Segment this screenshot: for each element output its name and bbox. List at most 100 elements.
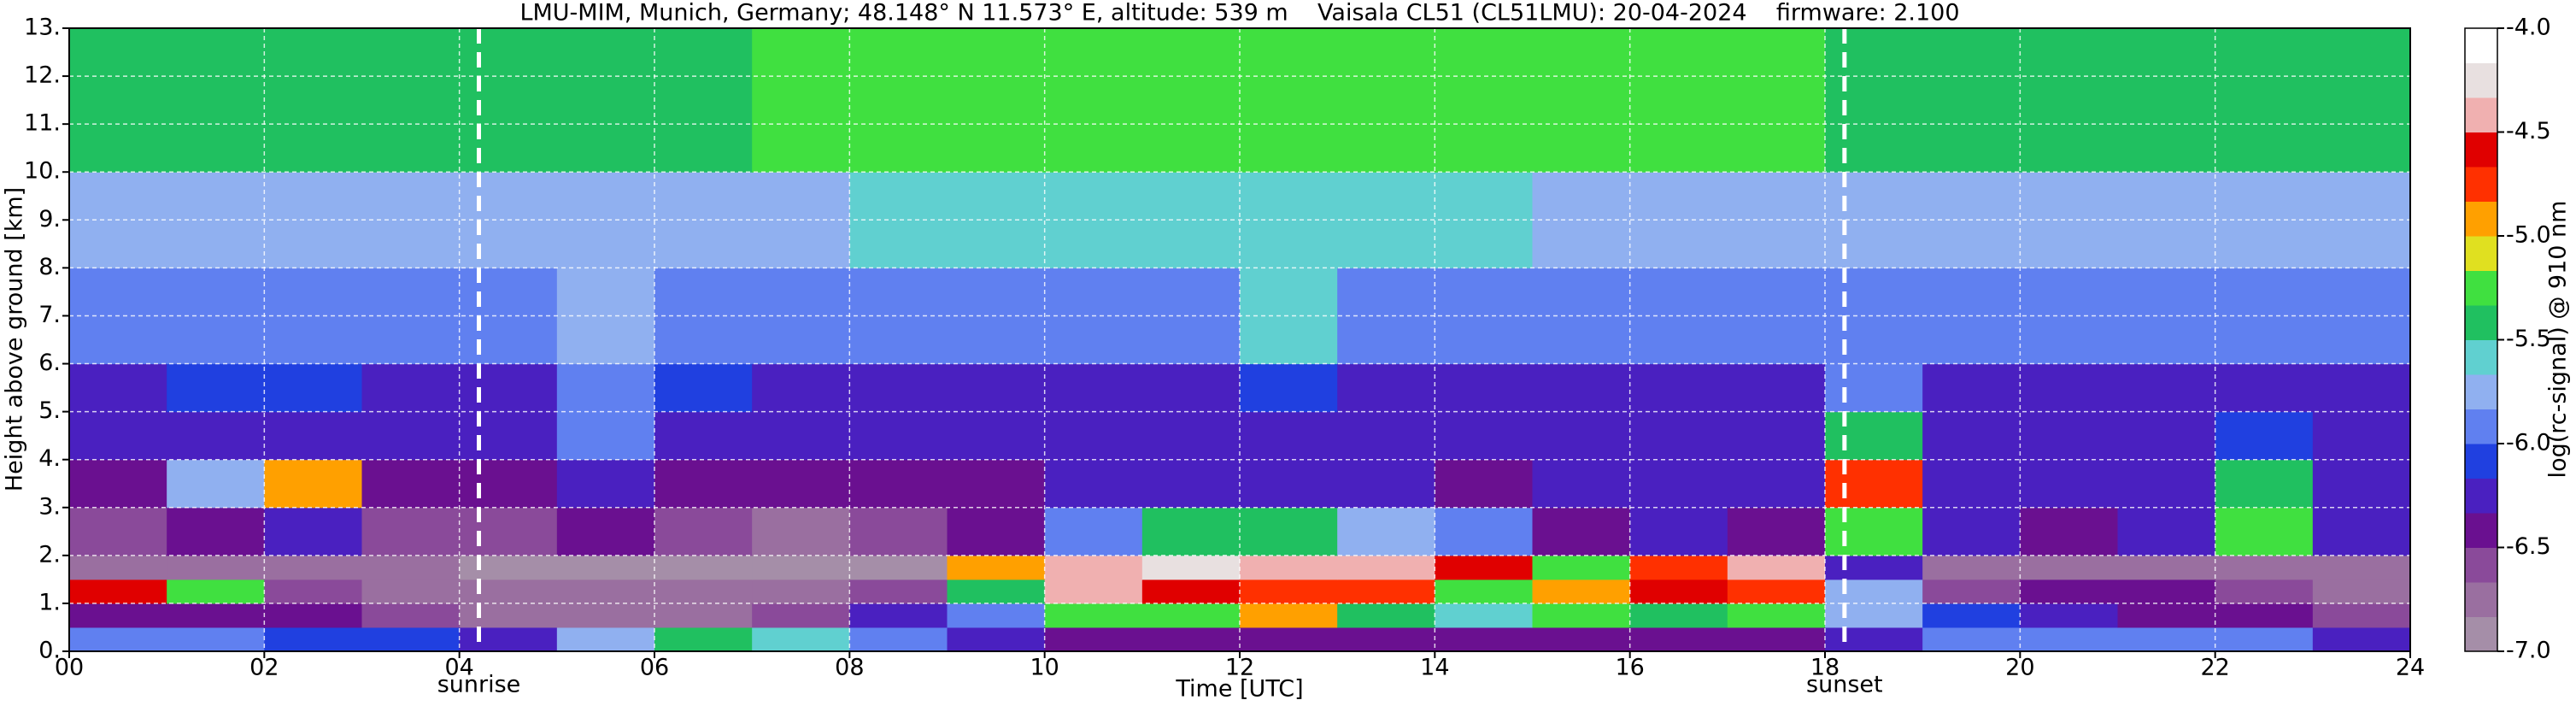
heatmap-cell — [1825, 627, 1923, 652]
heatmap-cell — [2020, 411, 2118, 461]
x-tick-label: 20 — [2005, 655, 2034, 681]
heatmap-cell — [654, 603, 753, 628]
heatmap-cell — [947, 603, 1046, 628]
colorbar-segment — [2465, 374, 2497, 409]
heatmap-cell — [2312, 579, 2411, 604]
heatmap-cell — [2117, 459, 2216, 509]
heatmap-cell — [1825, 579, 1923, 604]
heatmap-cell — [1532, 459, 1631, 509]
y-tick-label: 9. — [38, 206, 61, 232]
heatmap-cell — [2312, 28, 2411, 173]
heatmap-cell — [947, 411, 1046, 461]
colorbar-segment — [2465, 62, 2497, 98]
heatmap-cell — [654, 28, 753, 173]
colorbar-tick-label: -7.0 — [2506, 638, 2551, 664]
heatmap-cell — [752, 363, 850, 413]
heatmap-cell — [2117, 28, 2216, 173]
heatmap-cell — [1532, 603, 1631, 628]
heatmap-cell — [1825, 411, 1923, 461]
x-tick-label: 18 — [1810, 655, 1840, 681]
heatmap-cell — [556, 627, 655, 652]
heatmap-cell — [1629, 28, 1728, 173]
heatmap-cell — [1044, 603, 1143, 628]
heatmap-cell — [1727, 627, 1826, 652]
heatmap-cell — [2020, 579, 2118, 604]
heatmap-cell — [459, 363, 558, 413]
heatmap-cell — [947, 579, 1046, 604]
heatmap-cell — [752, 411, 850, 461]
heatmap-cell — [2020, 627, 2118, 652]
heatmap-cell — [1532, 627, 1631, 652]
heatmap-cell — [1044, 459, 1143, 509]
heatmap-cell — [361, 507, 461, 556]
heatmap-cell — [1532, 507, 1631, 556]
heatmap-cell — [361, 579, 461, 604]
heatmap-cell — [1629, 459, 1728, 509]
heatmap-cell — [264, 363, 362, 413]
colorbar-tick-label: -4.5 — [2506, 118, 2551, 144]
heatmap-cell — [654, 579, 753, 604]
heatmap-cell — [1825, 363, 1923, 413]
heatmap-cell — [849, 507, 948, 556]
heatmap-cell — [1141, 603, 1241, 628]
y-tick-label: 0. — [38, 638, 61, 664]
y-tick-label: 12. — [24, 62, 61, 89]
heatmap-cell — [556, 459, 655, 509]
heatmap-cell — [1044, 627, 1143, 652]
heatmap-cell — [1825, 28, 1923, 173]
heatmap-cell — [849, 28, 948, 173]
heatmap-cell — [1825, 507, 1923, 556]
heatmap-cell — [1629, 363, 1728, 413]
heatmap-cell — [2117, 363, 2216, 413]
heatmap-cell — [752, 579, 850, 604]
heatmap-cell — [1922, 28, 2021, 173]
heatmap-cell — [69, 603, 167, 628]
heatmap-cell — [459, 459, 558, 509]
heatmap-cell — [556, 363, 655, 413]
y-tick-label: 11. — [24, 110, 61, 137]
heatmap-cell — [1435, 627, 1533, 652]
colorbar-segment — [2465, 97, 2497, 132]
heatmap-cell — [1727, 459, 1826, 509]
heatmap-cell — [167, 555, 265, 580]
heatmap-cell — [1727, 28, 1826, 173]
heatmap-cell — [752, 28, 850, 173]
annotation-label: sunset — [1806, 672, 1883, 698]
heatmap-cell — [2117, 411, 2216, 461]
heatmap-cell — [556, 28, 655, 173]
heatmap-cell — [1337, 28, 1435, 173]
heatmap-cell — [752, 507, 850, 556]
heatmap-cell — [1435, 411, 1533, 461]
heatmap-cell — [2117, 507, 2216, 556]
colorbar-label: log(rc-signal) @ 910 nm — [2545, 201, 2572, 479]
heatmap-cell — [1629, 411, 1728, 461]
heatmap-cell — [2215, 411, 2314, 461]
heatmap-cell — [264, 603, 362, 628]
heatmap-cell — [654, 411, 753, 461]
heatmap-cell — [752, 603, 850, 628]
heatmap-cell — [2020, 507, 2118, 556]
heatmap-cell — [849, 627, 948, 652]
heatmap-cell — [2020, 603, 2118, 628]
heatmap-cell — [1629, 603, 1728, 628]
heatmap-cell — [264, 627, 362, 652]
heatmap-cell — [361, 627, 461, 652]
heatmap-cell — [1532, 579, 1631, 604]
y-tick-label: 7. — [38, 302, 61, 328]
x-tick-label: 10 — [1030, 655, 1059, 681]
heatmap-cell — [459, 555, 558, 580]
heatmap-cell — [264, 579, 362, 604]
heatmap-cell — [849, 603, 948, 628]
x-tick-label: 24 — [2396, 655, 2425, 681]
heatmap-cell — [459, 28, 558, 173]
heatmap-cell — [2312, 507, 2411, 556]
heatmap-cell — [1629, 507, 1728, 556]
heatmap-cell — [556, 507, 655, 556]
heatmap-cell — [1337, 411, 1435, 461]
heatmap-cell — [167, 579, 265, 604]
x-tick-label: 16 — [1615, 655, 1644, 681]
colorbar-segment — [2465, 201, 2497, 237]
heatmap-cell — [459, 627, 558, 652]
heatmap-cell — [361, 363, 461, 413]
colorbar-tick-label: -6.0 — [2506, 430, 2551, 456]
